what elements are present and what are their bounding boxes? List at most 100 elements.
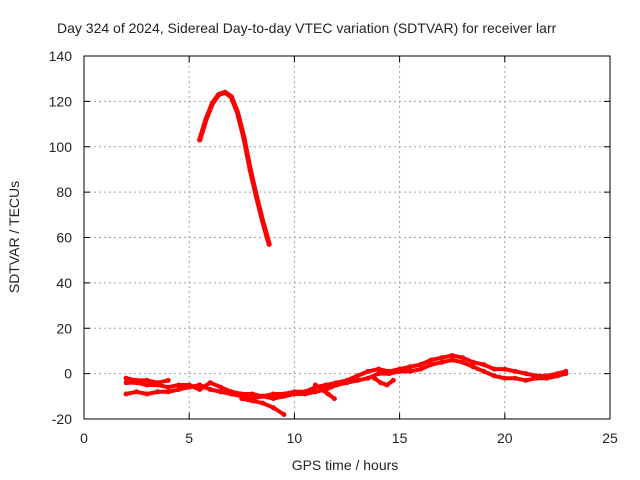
series-line-7 bbox=[372, 376, 396, 387]
data-point bbox=[439, 355, 445, 361]
data-point bbox=[207, 387, 213, 392]
y-tick-label: 40 bbox=[56, 275, 72, 291]
gridlines bbox=[84, 56, 610, 419]
data-point bbox=[291, 391, 297, 397]
y-tick-label: 100 bbox=[49, 139, 73, 155]
data-point bbox=[134, 377, 140, 383]
data-point bbox=[365, 375, 371, 381]
data-point bbox=[449, 357, 455, 363]
data-point bbox=[355, 373, 360, 379]
data-point bbox=[228, 94, 234, 100]
data-point bbox=[228, 391, 234, 397]
y-tick-label: 60 bbox=[56, 230, 72, 246]
data-point bbox=[176, 382, 182, 388]
data-point bbox=[144, 377, 150, 383]
data-point bbox=[260, 393, 266, 399]
x-tick-label: 25 bbox=[602, 430, 618, 446]
data-point bbox=[355, 377, 360, 383]
data-point bbox=[207, 380, 213, 386]
data-point bbox=[439, 359, 445, 365]
data-point bbox=[197, 382, 203, 388]
data-point bbox=[218, 389, 224, 395]
data-point bbox=[203, 117, 209, 122]
data-point bbox=[216, 92, 222, 98]
data-point bbox=[249, 398, 255, 404]
data-point bbox=[428, 362, 434, 368]
data-point bbox=[239, 396, 245, 402]
data-point bbox=[155, 389, 161, 395]
y-tick-label: -20 bbox=[52, 411, 72, 427]
data-point bbox=[144, 382, 150, 388]
x-tick-label: 10 bbox=[287, 430, 303, 446]
data-point bbox=[323, 382, 329, 388]
series-group bbox=[123, 89, 569, 417]
data-point bbox=[460, 355, 466, 361]
data-point bbox=[241, 135, 247, 141]
data-point bbox=[563, 371, 569, 377]
data-point bbox=[165, 384, 171, 390]
data-point bbox=[218, 384, 224, 390]
data-point bbox=[249, 391, 255, 397]
data-point bbox=[523, 371, 529, 377]
data-point bbox=[386, 371, 392, 377]
series-line-1 bbox=[197, 89, 272, 247]
series-line-6 bbox=[313, 383, 337, 401]
data-point bbox=[481, 368, 487, 374]
data-point bbox=[344, 380, 350, 386]
data-point bbox=[512, 368, 518, 374]
data-point bbox=[376, 371, 382, 377]
data-point bbox=[235, 110, 241, 116]
y-tick-label: 0 bbox=[64, 366, 72, 382]
data-point bbox=[260, 219, 266, 225]
data-point bbox=[491, 373, 497, 379]
y-axis-label: SDTVAR / TECUs bbox=[6, 181, 22, 293]
data-point bbox=[378, 380, 384, 386]
data-point bbox=[312, 389, 318, 395]
y-tick-label: 120 bbox=[49, 93, 73, 109]
data-point bbox=[460, 359, 466, 365]
x-tick-label: 15 bbox=[392, 430, 408, 446]
data-point bbox=[502, 366, 508, 372]
data-point bbox=[123, 391, 129, 397]
data-point bbox=[134, 389, 140, 395]
x-tick-label: 0 bbox=[80, 430, 88, 446]
data-point bbox=[260, 400, 266, 406]
data-point bbox=[302, 391, 308, 397]
data-point bbox=[533, 375, 539, 381]
data-point bbox=[270, 396, 276, 402]
data-point bbox=[544, 375, 550, 381]
data-point bbox=[123, 380, 129, 386]
data-point bbox=[281, 412, 287, 417]
data-point bbox=[325, 391, 331, 397]
data-point bbox=[407, 368, 413, 374]
data-point bbox=[407, 364, 413, 370]
data-point bbox=[334, 382, 339, 388]
data-point bbox=[209, 101, 215, 107]
data-point bbox=[470, 364, 476, 370]
chart-title: Day 324 of 2024, Sidereal Day-to-day VTE… bbox=[57, 20, 557, 36]
data-point bbox=[491, 366, 497, 372]
data-point bbox=[165, 389, 171, 395]
data-point bbox=[123, 375, 129, 381]
data-point bbox=[449, 353, 455, 358]
data-point bbox=[312, 382, 318, 388]
x-tick-label: 5 bbox=[185, 430, 193, 446]
data-point bbox=[186, 384, 192, 390]
data-point bbox=[481, 362, 487, 368]
data-point bbox=[155, 380, 161, 386]
data-point bbox=[390, 377, 396, 383]
data-point bbox=[197, 137, 203, 143]
data-point bbox=[270, 391, 276, 397]
data-point bbox=[266, 241, 272, 247]
data-point bbox=[197, 387, 203, 392]
data-point bbox=[319, 387, 325, 392]
data-point bbox=[512, 375, 518, 381]
data-point bbox=[418, 366, 424, 372]
data-point bbox=[371, 375, 377, 381]
data-point bbox=[502, 375, 508, 381]
data-point bbox=[523, 377, 529, 383]
x-tick-label: 20 bbox=[497, 430, 513, 446]
data-point bbox=[376, 366, 382, 372]
data-point bbox=[222, 89, 228, 95]
data-point bbox=[281, 393, 287, 399]
